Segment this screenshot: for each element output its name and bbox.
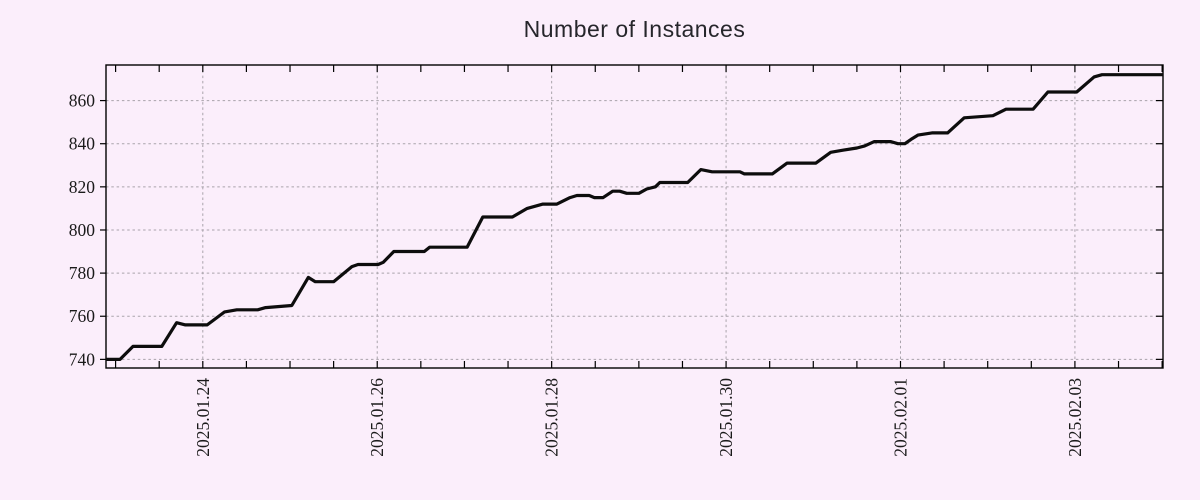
x-tick-label: 2025.01.26 [367,378,387,457]
x-tick-label: 2025.02.01 [890,378,910,457]
y-tick-label: 760 [69,306,96,326]
y-tick-label: 820 [69,177,96,197]
gridlines [106,65,1163,368]
y-axis-labels: 740 760 780 800 820 840 860 [69,91,96,370]
chart-title: Number of Instances [523,16,746,42]
y-tick-label: 860 [69,91,96,111]
data-line-instances [106,73,1163,361]
y-tick-label: 740 [69,349,96,369]
tick-marks [100,65,1163,368]
y-tick-label: 840 [69,134,96,154]
x-tick-label: 2025.01.24 [193,378,213,457]
x-tick-label: 2025.01.28 [542,378,562,457]
x-tick-label: 2025.01.30 [716,378,736,457]
x-tick-label: 2025.02.03 [1065,378,1085,457]
x-axis-labels: 2025.01.24 2025.01.26 2025.01.28 2025.01.30… [193,378,1085,457]
y-tick-label: 780 [69,263,96,283]
axis-frame [105,64,1164,369]
y-tick-label: 800 [69,220,96,240]
